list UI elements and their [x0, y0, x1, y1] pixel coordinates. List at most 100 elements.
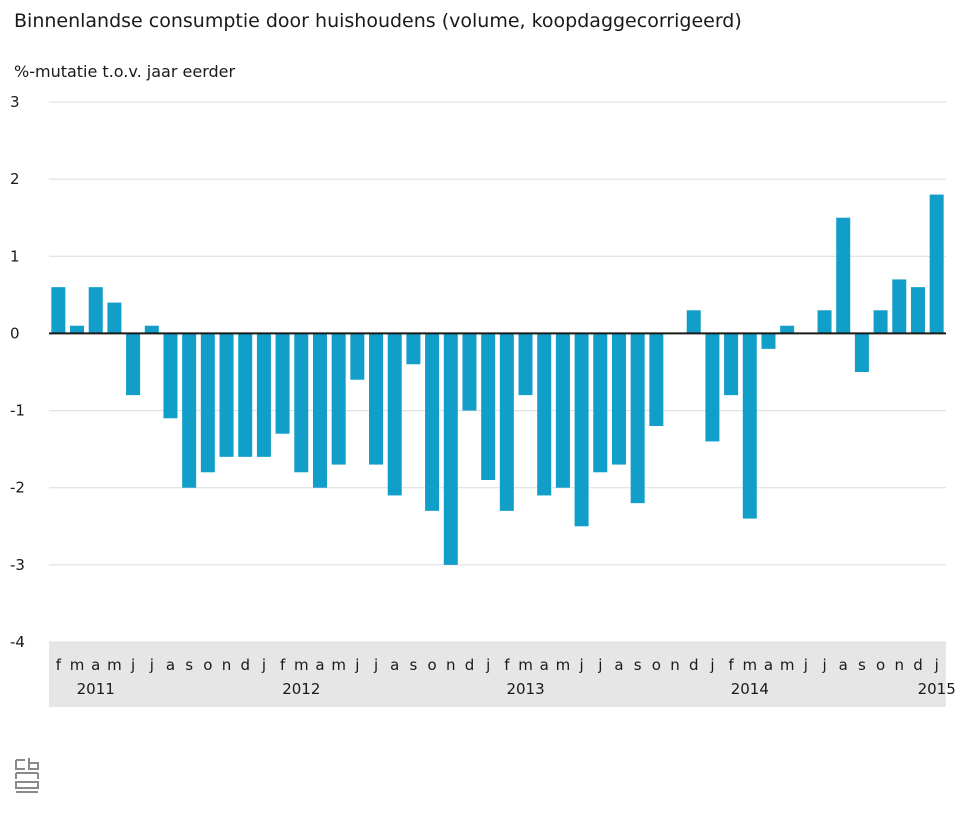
bar	[611, 333, 626, 465]
x-tick-label: a	[839, 656, 848, 674]
bar	[630, 333, 645, 504]
y-tick-label: 1	[10, 247, 20, 265]
x-tick-label: j	[261, 656, 266, 674]
x-tick-label: j	[934, 656, 939, 674]
bar	[518, 333, 533, 396]
bar	[387, 333, 402, 496]
x-tick-label: a	[540, 656, 549, 674]
year-label: 2015	[918, 680, 956, 698]
x-tick-label: o	[428, 656, 437, 674]
x-tick-label: a	[764, 656, 773, 674]
year-label: 2011	[77, 680, 115, 698]
chart-title: Binnenlandse consumptie door huishoudens…	[14, 10, 742, 32]
bar	[144, 325, 159, 334]
bar	[51, 287, 66, 334]
bar	[910, 287, 925, 334]
x-tick-label: o	[203, 656, 212, 674]
x-tick-label: d	[240, 656, 250, 674]
x-tick-label: o	[876, 656, 885, 674]
x-tick-label: m	[742, 656, 757, 674]
x-tick-label: f	[56, 656, 62, 674]
bar	[369, 333, 384, 465]
bar	[163, 333, 178, 419]
bar	[406, 333, 421, 365]
x-tick-label: n	[446, 656, 456, 674]
x-tick-label: d	[465, 656, 475, 674]
x-tick-label: j	[803, 656, 808, 674]
bar	[182, 333, 197, 488]
bar	[294, 333, 309, 473]
bar	[107, 302, 122, 334]
bar	[425, 333, 440, 511]
bar	[817, 310, 832, 334]
x-tick-label: j	[709, 656, 714, 674]
x-tick-label: d	[913, 656, 923, 674]
bar	[70, 325, 85, 334]
y-tick-label: 0	[10, 324, 20, 342]
bar	[350, 333, 365, 380]
x-tick-label: m	[780, 656, 795, 674]
x-tick-label: a	[91, 656, 100, 674]
y-tick-label: -4	[10, 633, 25, 651]
x-tick-label: j	[821, 656, 826, 674]
x-tick-label: m	[70, 656, 85, 674]
y-tick-label: -1	[10, 402, 25, 420]
bar	[555, 333, 570, 488]
bar	[256, 333, 271, 457]
x-tick-label: j	[354, 656, 359, 674]
bar	[761, 333, 776, 349]
bar	[499, 333, 514, 511]
x-tick-label: f	[728, 656, 734, 674]
bar	[780, 325, 795, 334]
x-tick-label: a	[166, 656, 175, 674]
x-tick-label: m	[331, 656, 346, 674]
bar	[126, 333, 141, 396]
x-tick-label: m	[294, 656, 309, 674]
bar	[686, 310, 701, 334]
bar	[88, 287, 103, 334]
bar	[574, 333, 589, 527]
year-label: 2014	[731, 680, 769, 698]
x-tick-label: j	[130, 656, 135, 674]
x-tick-label: a	[315, 656, 324, 674]
x-tick-label: o	[652, 656, 661, 674]
bar	[200, 333, 215, 473]
bar	[312, 333, 327, 488]
bar	[892, 279, 907, 334]
year-label: 2012	[282, 680, 320, 698]
bar	[238, 333, 253, 457]
y-tick-label: -2	[10, 479, 25, 497]
bar	[742, 333, 757, 519]
y-axis-label: %-mutatie t.o.v. jaar eerder	[14, 62, 236, 81]
x-tick-label: j	[579, 656, 584, 674]
x-tick-label: j	[149, 656, 154, 674]
bar	[219, 333, 234, 457]
x-tick-label: j	[597, 656, 602, 674]
y-tick-label: 2	[10, 170, 20, 188]
x-tick-label: s	[858, 656, 866, 674]
bar	[929, 194, 944, 334]
x-tick-label: d	[689, 656, 699, 674]
x-tick-label: f	[280, 656, 286, 674]
bar	[331, 333, 346, 465]
bar	[724, 333, 739, 396]
bar	[481, 333, 496, 480]
bar	[836, 217, 851, 334]
x-tick-label: s	[409, 656, 417, 674]
x-tick-label: s	[634, 656, 642, 674]
bar	[593, 333, 608, 473]
bar	[443, 333, 458, 565]
bar	[705, 333, 720, 442]
x-tick-label: n	[670, 656, 680, 674]
bar	[649, 333, 664, 426]
x-tick-label: m	[107, 656, 122, 674]
x-tick-label: a	[390, 656, 399, 674]
year-label: 2013	[506, 680, 544, 698]
x-tick-label: n	[222, 656, 232, 674]
x-tick-label: j	[485, 656, 490, 674]
bar	[854, 333, 869, 372]
x-tick-label: j	[373, 656, 378, 674]
bar	[275, 333, 290, 434]
y-tick-label: 3	[10, 93, 20, 111]
